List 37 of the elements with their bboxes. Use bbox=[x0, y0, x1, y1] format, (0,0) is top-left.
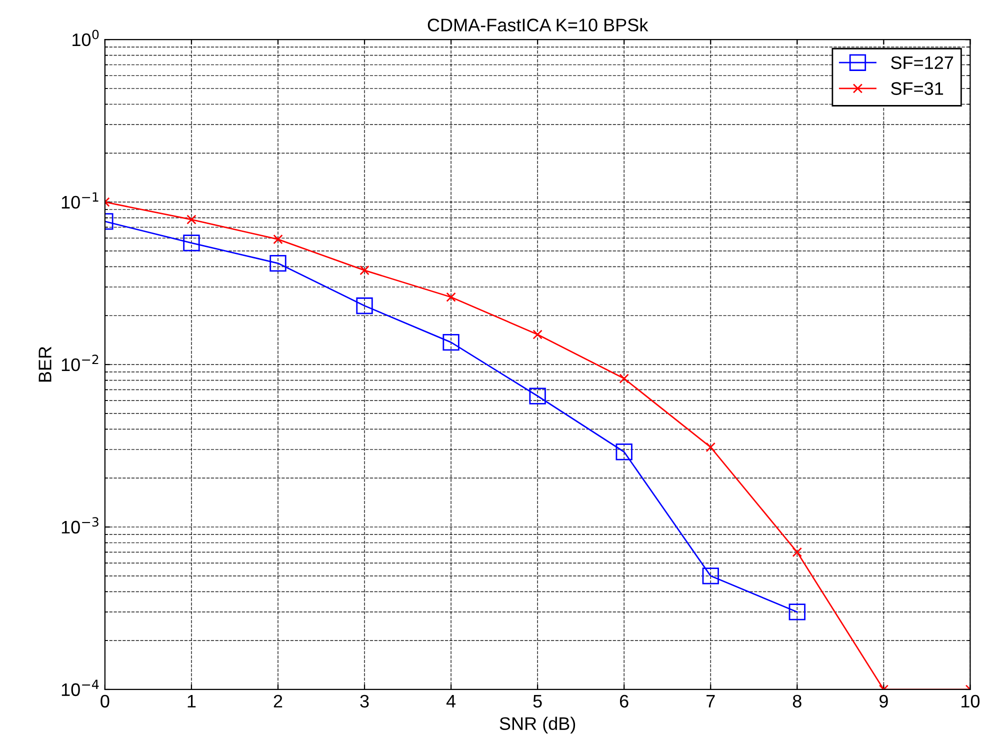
legend-label: SF=31 bbox=[891, 82, 944, 95]
point bbox=[446, 292, 456, 302]
y-tick-label: 10$^{0}$ bbox=[72, 30, 99, 46]
x-tick-label: 1 bbox=[188, 695, 196, 708]
point bbox=[532, 330, 542, 340]
point bbox=[360, 265, 370, 276]
point bbox=[273, 234, 283, 244]
point bbox=[186, 214, 196, 224]
y-axis-title: BER bbox=[38, 346, 52, 382]
x-tick-label: 2 bbox=[274, 694, 282, 708]
x-tick-label: 5 bbox=[533, 695, 542, 708]
x-tick-label: 4 bbox=[446, 695, 456, 708]
x-tick-label: 0 bbox=[100, 694, 110, 708]
point bbox=[616, 444, 632, 460]
x-axis-title: SNR (dB) bbox=[500, 716, 576, 734]
x-tick-label: 3 bbox=[360, 694, 369, 708]
chart-title: CDMA-FastICA K=10 BPSk bbox=[428, 18, 648, 32]
y-tick-label: 10$^{−1}$ bbox=[62, 192, 98, 209]
x-tick-label: 7 bbox=[706, 695, 715, 708]
x-tick-label: 8 bbox=[792, 694, 802, 708]
y-tick-label: 10$^{−2}$ bbox=[62, 354, 98, 372]
point bbox=[529, 388, 546, 404]
point bbox=[706, 442, 716, 452]
point bbox=[183, 234, 200, 252]
point bbox=[442, 334, 460, 351]
point bbox=[788, 604, 806, 620]
legend-label: SF=127 bbox=[891, 56, 954, 70]
x-tick-label: 6 bbox=[620, 694, 628, 708]
point bbox=[619, 374, 629, 384]
y-tick-label: 10$^{−3}$ bbox=[62, 517, 98, 534]
point bbox=[792, 547, 802, 558]
x-tick-label: 9 bbox=[880, 694, 888, 708]
y-tick-label: 10$^{−4}$ bbox=[62, 680, 99, 696]
point bbox=[270, 254, 286, 272]
point bbox=[702, 568, 719, 584]
point bbox=[356, 297, 373, 314]
x-tick-label: 10 bbox=[962, 694, 980, 708]
